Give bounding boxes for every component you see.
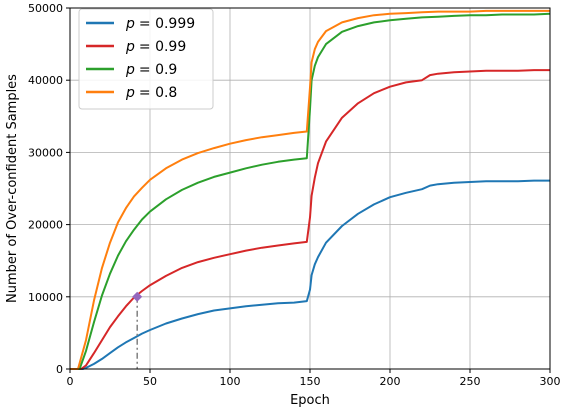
series-line-2 [70,12,551,370]
y-tick-label: 40000 [28,74,63,87]
legend-label-p09: p = 0.9 [125,62,177,78]
annotation [132,291,143,369]
y-tick-label: 50000 [28,2,63,15]
legend-label-p0999: p = 0.999 [125,16,195,32]
y-tick-label: 10000 [28,291,63,304]
x-tick-label: 100 [220,375,241,388]
annotation-marker [132,291,143,302]
x-tick-label: 300 [540,375,561,388]
legend: p = 0.999 p = 0.99 p = 0.9 p = 0.8 [78,8,214,110]
y-axis-label: Number of Over-confident Samples [5,74,20,303]
x-tick-label: 150 [300,375,321,388]
ticks: 0 50 100 150 200 250 300 0 10000 20000 30000 40000 5… [28,2,561,388]
series-line-1 [70,69,550,370]
y-tick-label: 30000 [28,146,63,159]
legend-box [78,8,214,110]
legend-label-p08: p = 0.8 [125,85,177,101]
x-tick-label: 200 [380,375,401,388]
legend-label-p099: p = 0.99 [125,39,186,55]
x-tick-label: 50 [143,375,157,388]
x-tick-label: 0 [67,375,74,388]
series-line-3 [70,9,550,370]
x-axis-label: Epoch [290,393,330,408]
series-group [70,9,551,370]
series-line-0 [70,179,550,370]
y-tick-label: 20000 [28,219,63,232]
y-tick-label: 0 [56,363,63,376]
x-tick-label: 250 [460,375,481,388]
